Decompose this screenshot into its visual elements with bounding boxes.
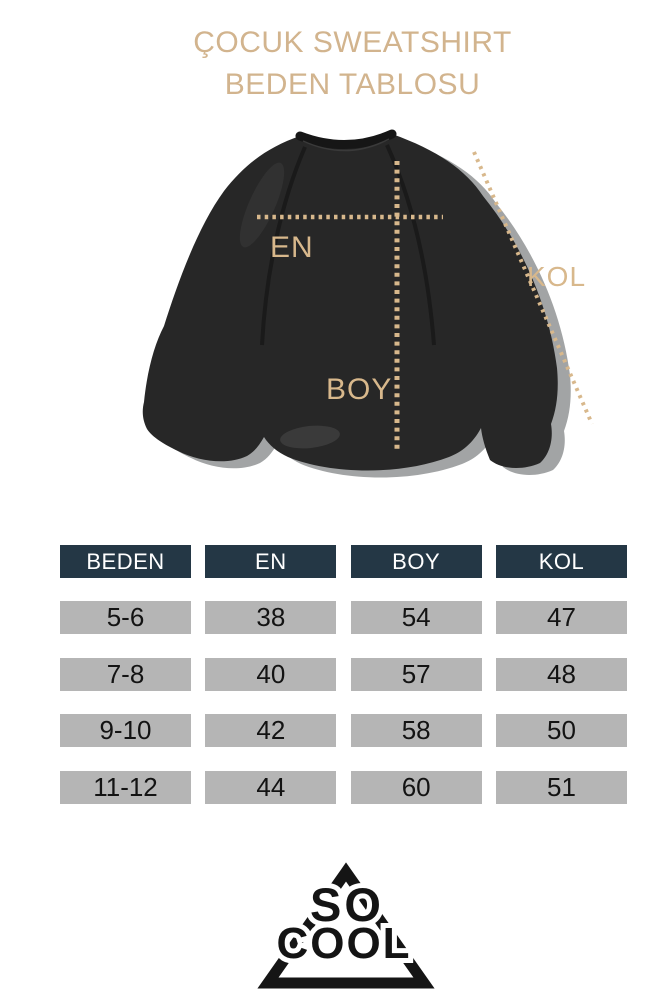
logo-text-so: SO — [310, 878, 384, 931]
size-cell: 54 — [350, 601, 482, 635]
sweatshirt-hem-highlight — [280, 425, 340, 449]
size-table: BEDEN EN BOY KOL 5-6 38 54 47 7-8 40 57 … — [60, 545, 627, 804]
length-label: BOY — [326, 373, 392, 406]
header-cell-kol: KOL — [495, 545, 627, 578]
sweatshirt-right-seam — [385, 144, 436, 346]
header-cell-beden: BEDEN — [60, 545, 191, 578]
size-cell: 11-12 — [60, 770, 191, 804]
page-title-line2: BEDEN TABLOSU — [224, 68, 481, 101]
size-cell: 51 — [495, 770, 627, 804]
logo-arrow-notch — [337, 884, 355, 900]
size-cell: 9-10 — [60, 714, 191, 748]
sleeve-label: KOL — [527, 261, 586, 292]
sweatshirt-sleeve-highlight — [239, 162, 285, 248]
size-cell: 48 — [495, 657, 627, 691]
size-cell: 38 — [205, 601, 337, 635]
sweatshirt-collar — [295, 129, 397, 149]
sweatshirt-left-seam — [260, 146, 307, 346]
size-cell: 42 — [205, 714, 337, 748]
logo-triangle-icon — [257, 862, 435, 989]
size-cell: 58 — [350, 714, 482, 748]
width-label: EN — [270, 231, 314, 264]
size-cell: 47 — [495, 601, 627, 635]
size-cell: 40 — [205, 657, 337, 691]
header-cell-en: EN — [205, 545, 337, 578]
page-title: ÇOCUK SWEATSHIRT BEDEN TABLOSU — [38, 22, 667, 106]
size-cell: 44 — [205, 770, 337, 804]
logo-text-cool: COOL — [276, 919, 411, 968]
size-cell: 5-6 — [60, 601, 191, 635]
sleeve-measure-line — [472, 151, 594, 425]
size-cell: 57 — [350, 657, 482, 691]
size-cell: 7-8 — [60, 657, 191, 691]
sweatshirt-collar-highlight — [302, 138, 390, 152]
size-cell: 50 — [495, 714, 627, 748]
size-cell: 60 — [350, 770, 482, 804]
header-cell-boy: BOY — [350, 545, 482, 578]
page-title-line1: ÇOCUK SWEATSHIRT — [193, 26, 512, 59]
